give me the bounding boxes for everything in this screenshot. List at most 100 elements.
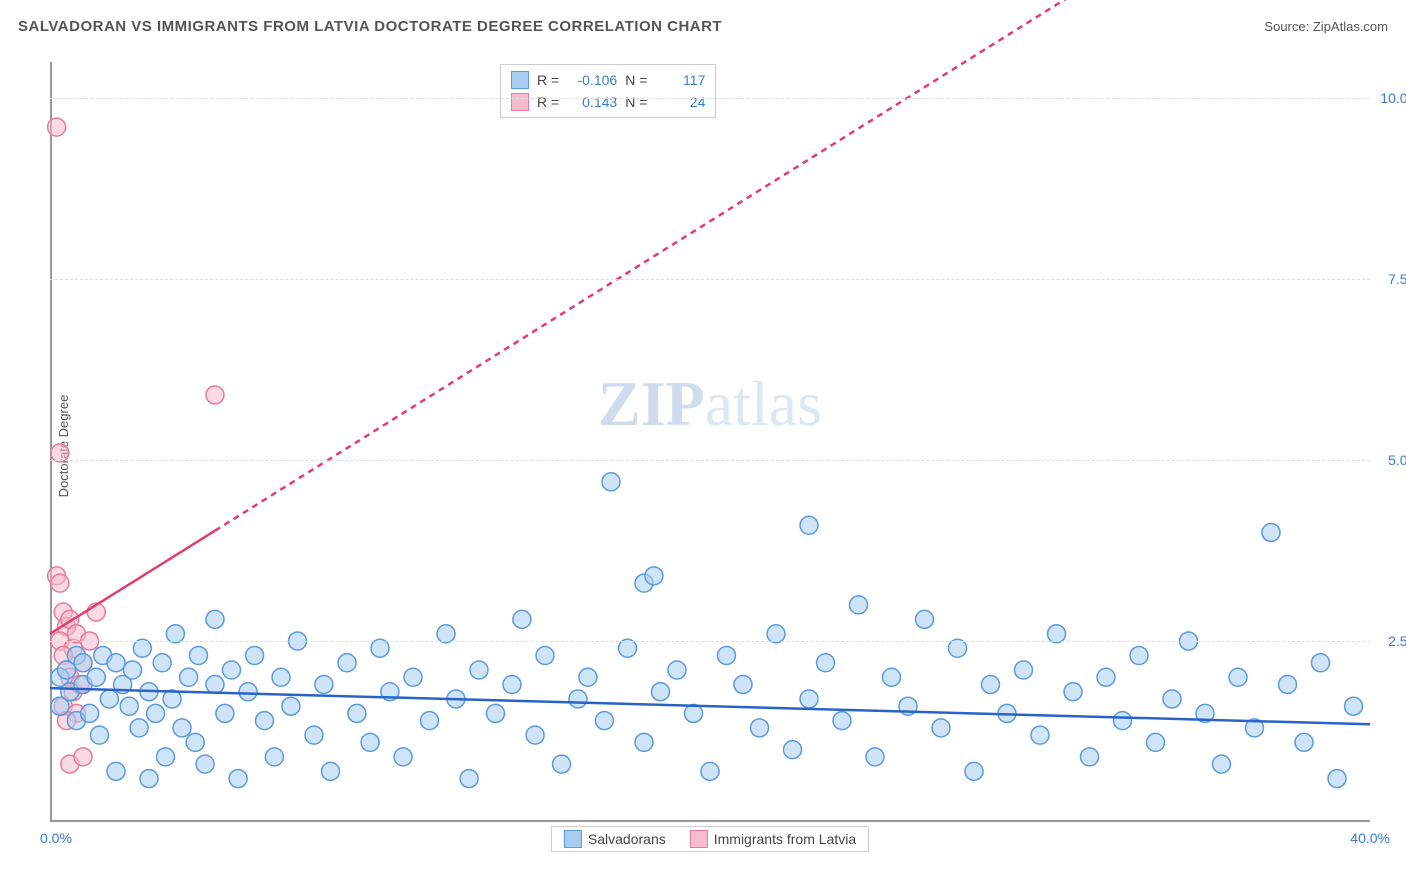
y-tick-label: 2.5% (1388, 633, 1406, 649)
data-point (833, 712, 851, 730)
data-point (513, 610, 531, 628)
data-point (536, 647, 554, 665)
data-point (784, 741, 802, 759)
data-point (718, 647, 736, 665)
data-point (153, 654, 171, 672)
stat-row-latvia: R = 0.143 N = 24 (511, 91, 705, 113)
data-point (124, 661, 142, 679)
data-point (1312, 654, 1330, 672)
y-tick-label: 10.0% (1380, 90, 1406, 106)
data-point (916, 610, 934, 628)
data-point (1279, 675, 1297, 693)
data-point (1262, 523, 1280, 541)
data-point (229, 770, 247, 788)
trend-line (215, 0, 1370, 531)
data-point (51, 574, 69, 592)
data-point (1147, 733, 1165, 751)
data-point (883, 668, 901, 686)
data-point (180, 668, 198, 686)
source-attribution: Source: ZipAtlas.com (1264, 19, 1388, 34)
data-point (206, 675, 224, 693)
data-point (635, 733, 653, 751)
data-point (107, 762, 125, 780)
data-point (800, 516, 818, 534)
data-point (460, 770, 478, 788)
trend-line (50, 531, 215, 634)
data-point (1328, 770, 1346, 788)
stat-row-salvadorans: R = -0.106 N = 117 (511, 69, 705, 91)
data-point (196, 755, 214, 773)
data-point (120, 697, 138, 715)
data-point (668, 661, 686, 679)
data-point (74, 748, 92, 766)
data-point (965, 762, 983, 780)
data-point (147, 704, 165, 722)
data-point (1295, 733, 1313, 751)
chart-title: SALVADORAN VS IMMIGRANTS FROM LATVIA DOC… (18, 18, 722, 35)
swatch-salvadorans-icon (564, 830, 582, 848)
data-point (348, 704, 366, 722)
data-point (579, 668, 597, 686)
data-point (982, 675, 1000, 693)
data-point (322, 762, 340, 780)
legend-item-salvadorans: Salvadorans (564, 830, 666, 848)
data-point (701, 762, 719, 780)
data-point (1130, 647, 1148, 665)
legend-item-latvia: Immigrants from Latvia (690, 830, 856, 848)
y-tick-label: 5.0% (1388, 452, 1406, 468)
data-point (206, 610, 224, 628)
data-point (553, 755, 571, 773)
data-point (1229, 668, 1247, 686)
data-point (272, 668, 290, 686)
data-point (1114, 712, 1132, 730)
data-point (569, 690, 587, 708)
data-point (361, 733, 379, 751)
data-point (602, 473, 620, 491)
data-point (140, 770, 158, 788)
swatch-latvia-icon (690, 830, 708, 848)
data-point (315, 675, 333, 693)
swatch-salvadorans (511, 71, 529, 89)
y-tick-label: 7.5% (1388, 271, 1406, 287)
data-point (1081, 748, 1099, 766)
x-tick-max: 40.0% (1350, 830, 1390, 846)
data-point (256, 712, 274, 730)
data-point (87, 668, 105, 686)
data-point (282, 697, 300, 715)
data-point (652, 683, 670, 701)
data-point (1015, 661, 1033, 679)
data-point (751, 719, 769, 737)
data-point (246, 647, 264, 665)
data-point (100, 690, 118, 708)
data-point (216, 704, 234, 722)
data-point (223, 661, 241, 679)
scatter-svg (50, 62, 1370, 822)
data-point (239, 683, 257, 701)
data-point (850, 596, 868, 614)
data-point (81, 704, 99, 722)
grid-line (50, 460, 1370, 461)
grid-line (50, 279, 1370, 280)
data-point (866, 748, 884, 766)
data-point (526, 726, 544, 744)
data-point (305, 726, 323, 744)
data-point (932, 719, 950, 737)
data-point (157, 748, 175, 766)
swatch-latvia (511, 93, 529, 111)
data-point (1031, 726, 1049, 744)
data-point (74, 654, 92, 672)
data-point (173, 719, 191, 737)
grid-line (50, 98, 1370, 99)
data-point (487, 704, 505, 722)
data-point (1213, 755, 1231, 773)
data-point (190, 647, 208, 665)
data-point (470, 661, 488, 679)
stat-legend-box: R = -0.106 N = 117 R = 0.143 N = 24 (500, 64, 716, 118)
grid-line (50, 641, 1370, 642)
data-point (394, 748, 412, 766)
source-link[interactable]: ZipAtlas.com (1313, 19, 1388, 34)
data-point (91, 726, 109, 744)
x-tick-min: 0.0% (40, 830, 72, 846)
data-point (338, 654, 356, 672)
data-point (1097, 668, 1115, 686)
